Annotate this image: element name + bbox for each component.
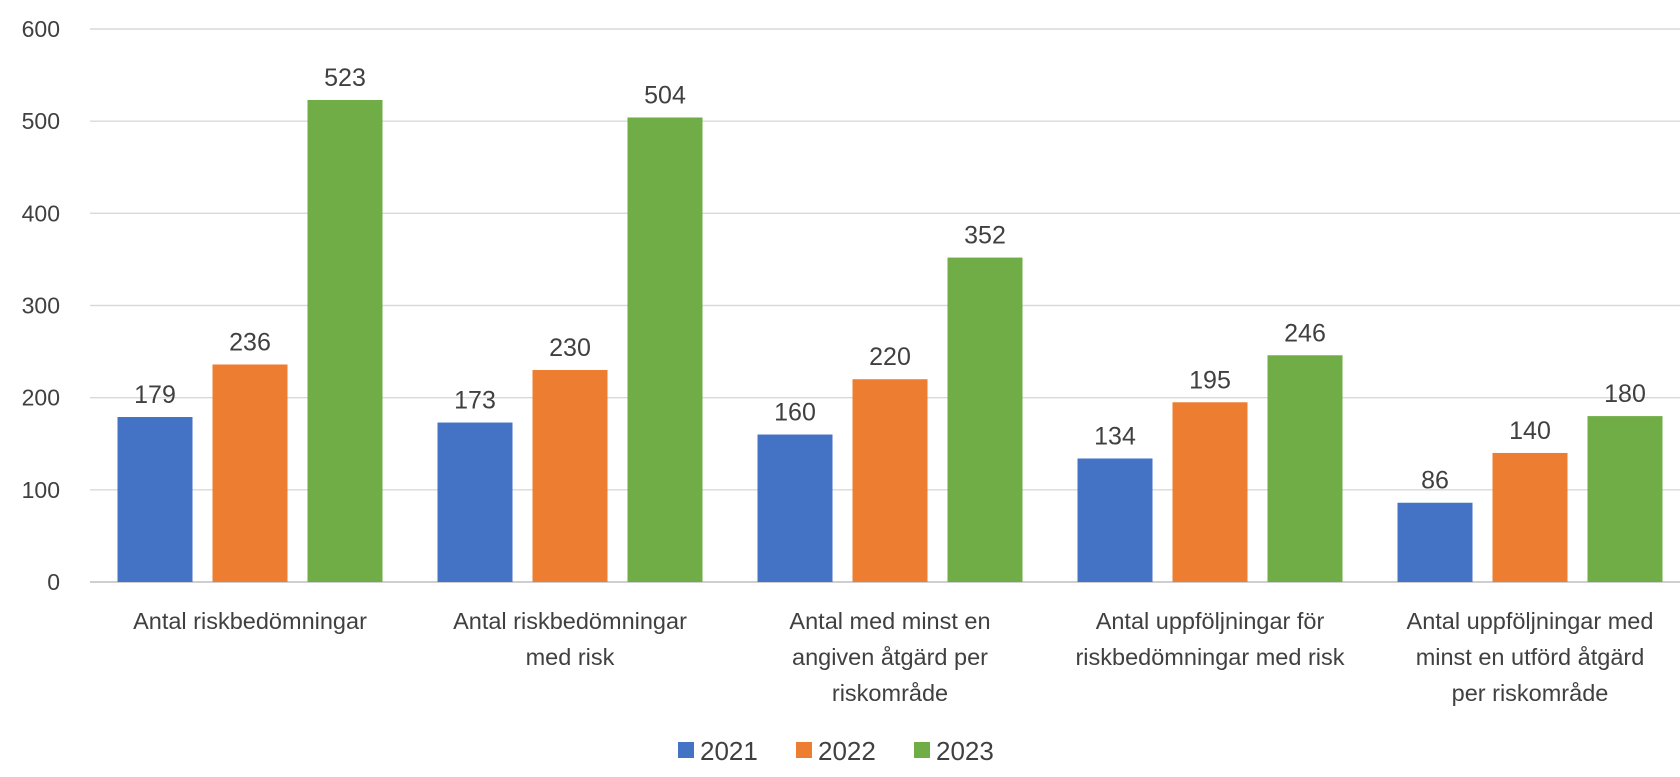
y-tick-label: 600 [22, 16, 60, 42]
y-tick-label: 200 [22, 385, 60, 411]
data-label-2021-5: 86 [1421, 467, 1449, 495]
legend-label-2022: 2022 [818, 736, 876, 766]
data-label-2023-3: 352 [964, 222, 1006, 250]
bar-2021-1 [118, 417, 193, 582]
y-tick-label: 100 [22, 477, 60, 503]
category-label-4: Antal uppföljningar för riskbedömningar m… [1075, 608, 1344, 670]
bar-2022-1 [213, 364, 288, 582]
y-axis-ticks: 0 100 200 300 400 500 600 [22, 16, 60, 595]
bar-2023-3 [948, 258, 1023, 582]
bar-2022-4 [1173, 402, 1248, 582]
bar-2022-2 [533, 370, 608, 582]
data-label-2021-3: 160 [774, 399, 816, 427]
data-label-2022-5: 140 [1509, 417, 1551, 445]
y-tick-label: 300 [22, 293, 60, 319]
bar-2021-3 [758, 435, 833, 582]
data-label-2022-2: 230 [549, 334, 591, 362]
category-labels: Antal riskbedömningar Antal riskbedömning… [133, 608, 1653, 706]
legend-swatch-2023 [914, 742, 930, 758]
category-label-3: Antal med minst en angiven åtgärd per risk… [789, 608, 990, 706]
category-label-2: Antal riskbedömningar med risk [453, 608, 687, 670]
bars [118, 100, 1663, 582]
data-label-2023-1: 523 [324, 64, 366, 92]
bar-2022-3 [853, 379, 928, 582]
legend: 2021 2022 2023 [678, 736, 994, 766]
data-label-2021-4: 134 [1094, 422, 1136, 450]
bar-2023-2 [628, 117, 703, 582]
bar-2021-2 [438, 423, 513, 582]
category-label-1: Antal riskbedömningar [133, 608, 367, 634]
data-label-2021-2: 173 [454, 387, 496, 415]
data-label-2022-3: 220 [869, 343, 911, 371]
bar-2023-4 [1268, 355, 1343, 582]
legend-label-2023: 2023 [936, 736, 994, 766]
data-label-2021-1: 179 [134, 381, 176, 409]
bar-2023-1 [308, 100, 383, 582]
bar-2022-5 [1493, 453, 1568, 582]
bar-2021-5 [1398, 503, 1473, 582]
bar-2021-4 [1078, 458, 1153, 582]
data-label-2023-4: 246 [1284, 319, 1326, 347]
y-tick-label: 0 [47, 569, 60, 595]
y-tick-label: 500 [22, 108, 60, 134]
data-label-2023-2: 504 [644, 81, 686, 109]
bar-2023-5 [1588, 416, 1663, 582]
data-label-2022-4: 195 [1189, 366, 1231, 394]
legend-label-2021: 2021 [700, 736, 758, 766]
legend-swatch-2021 [678, 742, 694, 758]
data-label-2023-5: 180 [1604, 380, 1646, 408]
data-label-2022-1: 236 [229, 328, 271, 356]
legend-swatch-2022 [796, 742, 812, 758]
y-tick-label: 400 [22, 200, 60, 226]
category-label-5: Antal uppföljningar med minst en utförd å… [1407, 608, 1654, 706]
